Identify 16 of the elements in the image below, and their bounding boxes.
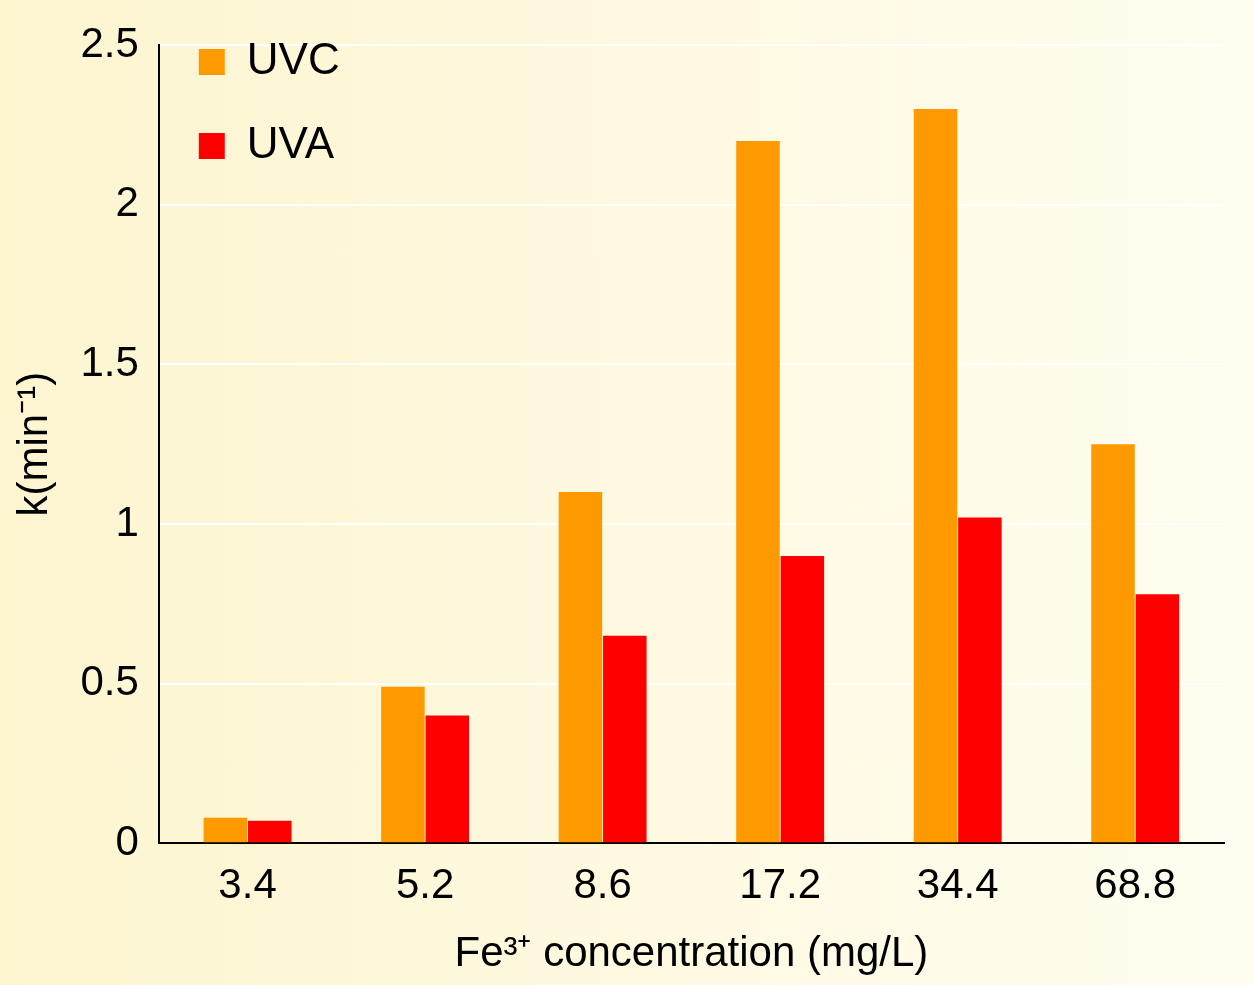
y-tick-label: 1.5 [80,337,139,385]
y-tick-label: 1 [115,497,139,545]
legend-label: UVC [246,34,340,84]
x-tick-label: 17.2 [739,859,822,907]
y-tick-label: 0 [115,816,139,864]
x-tick-label: 5.2 [395,859,455,907]
x-axis-title: Fe³⁺ concentration (mg/L) [454,928,929,976]
y-tick-label: 2 [115,178,139,226]
x-tick-label: 8.6 [573,859,632,907]
x-tick-label: 3.4 [218,859,277,907]
y-tick-label: 2.5 [80,18,139,66]
legend-label: UVA [246,118,335,168]
y-axis-title: k(min⁻¹) [8,371,56,517]
x-tick-label: 68.8 [1094,859,1177,907]
y-tick-label: 0.5 [80,657,139,705]
x-tick-label: 34.4 [916,859,999,907]
